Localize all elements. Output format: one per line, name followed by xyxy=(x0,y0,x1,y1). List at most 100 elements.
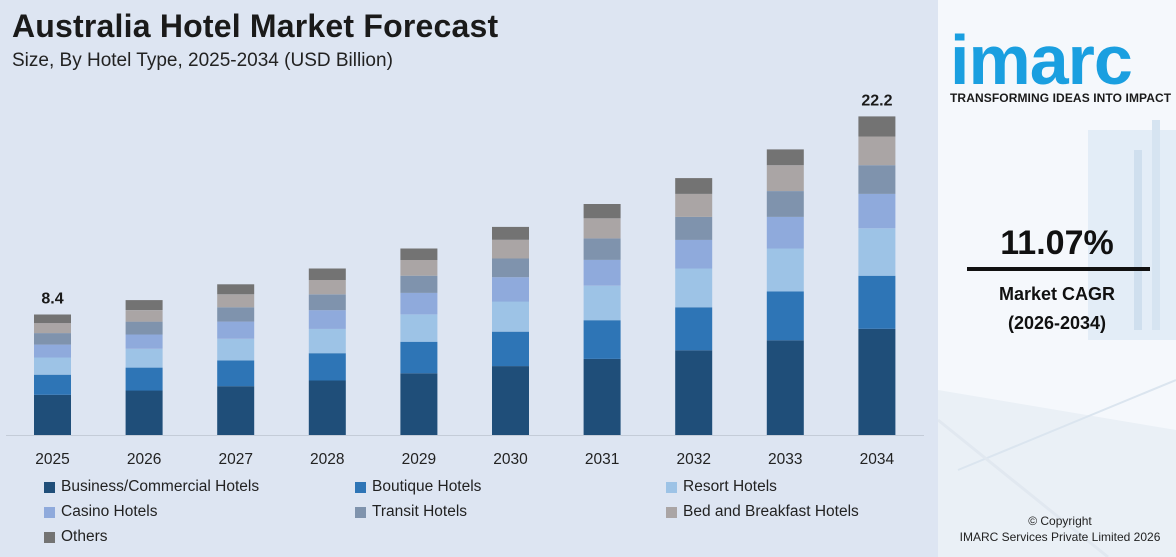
bar-segment xyxy=(858,116,896,137)
data-label: 8.4 xyxy=(41,290,63,307)
bar-segment xyxy=(583,285,621,321)
imarc-logo: imarc xyxy=(950,21,1133,88)
cagr-value: 11.07% xyxy=(1000,224,1114,262)
bar-segment xyxy=(675,216,713,240)
bar-segment xyxy=(217,360,255,387)
x-tick-label: 2027 xyxy=(218,451,252,468)
bar-segment xyxy=(217,338,255,361)
x-tick-label: 2032 xyxy=(676,451,710,468)
bar-segment xyxy=(858,228,896,276)
x-tick-label: 2026 xyxy=(127,451,161,468)
bar-segment xyxy=(675,193,713,217)
bar-segment xyxy=(308,380,346,435)
legend-item: Resort Hotels xyxy=(666,477,777,497)
bar-segment xyxy=(583,204,621,219)
bar-segment xyxy=(492,301,529,332)
x-tick-label: 2028 xyxy=(310,451,344,468)
data-label: 22.2 xyxy=(861,92,892,109)
legend-swatch xyxy=(44,481,55,493)
bar-segment xyxy=(217,386,255,435)
summary-panel xyxy=(938,0,1176,557)
bar-segment xyxy=(766,149,804,166)
bar-segment xyxy=(308,328,346,354)
bar-segment xyxy=(492,258,529,278)
legend-label: Boutique Hotels xyxy=(372,478,482,495)
legend-label: Others xyxy=(61,528,108,545)
legend-label: Resort Hotels xyxy=(683,478,777,495)
x-tick-label: 2031 xyxy=(585,451,619,468)
bar-segment xyxy=(583,358,621,435)
bar-segment xyxy=(492,366,529,435)
x-tick-label: 2034 xyxy=(860,451,895,468)
bar-segment xyxy=(858,328,896,435)
bar-segment xyxy=(583,259,621,286)
bar-segment xyxy=(400,341,438,374)
brand-tagline: TRANSFORMING IDEAS INTO IMPACT xyxy=(950,91,1172,105)
chart-title: Australia Hotel Market Forecast xyxy=(12,8,499,44)
bar-segment xyxy=(400,275,438,293)
legend-swatch xyxy=(44,506,55,518)
legend-item: Business/Commercial Hotels xyxy=(44,477,259,497)
bar-segment xyxy=(675,268,713,308)
company-name: IMARC Services Private Limited 2026 xyxy=(959,530,1161,544)
bar-segment xyxy=(492,239,529,259)
legend-item: Casino Hotels xyxy=(44,502,158,522)
legend-item: Transit Hotels xyxy=(355,502,467,522)
bar-segment xyxy=(766,248,804,292)
bar-segment xyxy=(217,307,255,322)
bar-segment xyxy=(766,291,804,341)
stacked-bar-chart: 8.4 2025 2026 2027 2028 2029 2030 2031 2032 2033 2… xyxy=(6,92,924,468)
bar-segment xyxy=(125,390,163,435)
legend-item: Boutique Hotels xyxy=(355,477,481,497)
bar-segment xyxy=(125,334,163,349)
bar-segment xyxy=(400,248,438,260)
bar-segment xyxy=(583,238,621,260)
bar-segment xyxy=(400,314,438,342)
logo-wordmark: imarc xyxy=(950,21,1132,88)
bar-segment xyxy=(858,193,896,229)
bar-segment xyxy=(675,178,713,194)
legend-swatch xyxy=(355,481,366,493)
x-tick-label: 2029 xyxy=(402,451,436,468)
bar-segment xyxy=(400,292,438,315)
legend-item: Bed and Breakfast Hotels xyxy=(666,502,859,522)
x-tick-label: 2025 xyxy=(35,451,69,468)
bar-segment xyxy=(400,373,438,435)
cagr-divider xyxy=(967,267,1150,271)
bar-segment xyxy=(766,340,804,435)
bar-segment xyxy=(125,321,163,335)
bar-segment xyxy=(125,310,163,322)
legend-label: Casino Hotels xyxy=(61,503,158,520)
bar-segment xyxy=(675,350,713,435)
bar-segment xyxy=(125,300,163,311)
bar-segment xyxy=(766,191,804,217)
legend-swatch xyxy=(666,481,677,493)
bar-segment xyxy=(858,165,896,194)
bar-segment xyxy=(125,367,163,391)
bar-segment xyxy=(217,294,255,308)
bar-segment xyxy=(34,344,71,358)
chart-panel: Australia Hotel Market Forecast Size, By… xyxy=(0,0,938,557)
legend-label: Bed and Breakfast Hotels xyxy=(683,503,859,520)
bar-segment xyxy=(34,374,71,395)
bar-segment xyxy=(675,307,713,351)
bar-segment xyxy=(583,320,621,359)
bar-segment xyxy=(217,284,255,295)
legend-label: Transit Hotels xyxy=(372,503,468,520)
bar-segment xyxy=(766,165,804,191)
bar-segment xyxy=(34,333,71,345)
bar-segment xyxy=(766,216,804,249)
bar-segment xyxy=(308,280,346,295)
bar-segment xyxy=(34,323,71,334)
bar-segment xyxy=(492,277,529,302)
x-tick-label: 2033 xyxy=(768,451,802,468)
bar-segment xyxy=(34,394,71,435)
bar-segment xyxy=(308,294,346,311)
legend-label: Business/Commercial Hotels xyxy=(61,478,260,495)
cagr-period: (2026-2034) xyxy=(1007,313,1107,333)
bar-segment xyxy=(308,310,346,329)
bar-segment xyxy=(400,259,438,276)
bar-segment xyxy=(125,348,163,368)
bar-segment xyxy=(308,353,346,381)
bar-segment xyxy=(858,136,896,166)
